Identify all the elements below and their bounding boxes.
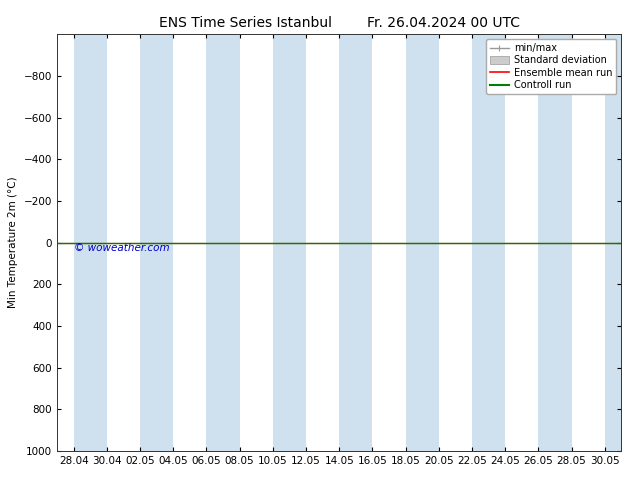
- Bar: [605, 34, 634, 451]
- Legend: min/max, Standard deviation, Ensemble mean run, Controll run: min/max, Standard deviation, Ensemble me…: [486, 39, 616, 94]
- Title: ENS Time Series Istanbul        Fr. 26.04.2024 00 UTC: ENS Time Series Istanbul Fr. 26.04.2024 …: [158, 16, 520, 30]
- Y-axis label: Min Temperature 2m (°C): Min Temperature 2m (°C): [8, 177, 18, 308]
- Bar: [207, 34, 240, 451]
- Bar: [406, 34, 439, 451]
- Bar: [74, 34, 107, 451]
- Bar: [472, 34, 505, 451]
- Bar: [538, 34, 571, 451]
- Text: © woweather.com: © woweather.com: [74, 243, 170, 252]
- Bar: [339, 34, 372, 451]
- Bar: [140, 34, 173, 451]
- Bar: [273, 34, 306, 451]
